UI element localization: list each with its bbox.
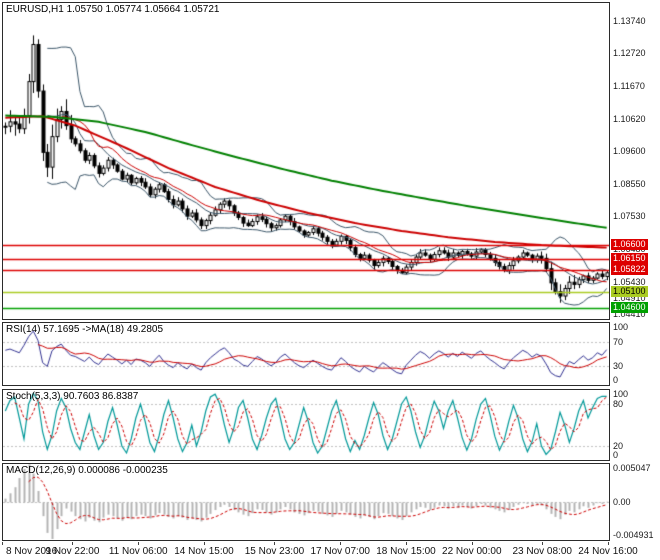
stochastic-canvas[interactable] bbox=[3, 390, 609, 460]
time-tick-mark bbox=[406, 542, 407, 545]
time-axis-label: 23 Nov 08:00 bbox=[512, 546, 572, 557]
macd-canvas[interactable] bbox=[3, 464, 609, 540]
time-axis[interactable]: 8 Nov 2016 9 Nov 22:00 11 Nov 06:00 14 Nov … bbox=[2, 542, 658, 559]
price-level-label: 1.06600 bbox=[611, 239, 648, 251]
time-tick-mark bbox=[542, 542, 543, 545]
rsi-axis-label: 0 bbox=[613, 375, 619, 385]
price-axis-label: 1.08550 bbox=[613, 178, 646, 189]
time-tick-mark bbox=[138, 542, 139, 545]
stoch-axis-label: 0 bbox=[613, 450, 619, 460]
time-axis-label: 22 Nov 00:00 bbox=[442, 546, 502, 557]
time-tick-mark bbox=[472, 542, 473, 545]
price-axis-label: 1.07530 bbox=[613, 210, 646, 221]
macd-axis-label: 0.00 bbox=[613, 497, 631, 508]
time-tick-mark bbox=[608, 542, 609, 545]
price-axis-label: 1.04410 bbox=[613, 308, 646, 319]
rsi-canvas[interactable] bbox=[3, 323, 609, 385]
stochastic-panel: Stoch(5,3,3) 90.7603 86.8387 bbox=[2, 389, 610, 461]
macd-panel: MACD(12,26,9) 0.000086 -0.000235 bbox=[2, 463, 610, 541]
rsi-axis[interactable]: 100 70 30 0 bbox=[611, 322, 660, 386]
time-axis-label: 15 Nov 23:00 bbox=[244, 546, 305, 557]
rsi-panel: RSI(14) 57.1695 ->MA(18) 49.2805 bbox=[2, 322, 610, 386]
macd-axis-label: 0.005047 bbox=[613, 463, 651, 473]
time-axis-label: 24 Nov 16:00 bbox=[578, 546, 638, 557]
time-tick-mark bbox=[274, 542, 275, 545]
rsi-axis-label: 30 bbox=[613, 361, 624, 372]
time-axis-label: 18 Nov 15:00 bbox=[376, 546, 436, 557]
time-axis-label: 11 Nov 06:00 bbox=[108, 546, 168, 557]
time-axis-label: 14 Nov 15:00 bbox=[174, 546, 234, 557]
time-tick-mark bbox=[204, 542, 205, 545]
price-level-label: 1.06150 bbox=[611, 253, 648, 265]
rsi-axis-label: 70 bbox=[613, 336, 624, 347]
price-axis-label: 1.11670 bbox=[613, 80, 645, 91]
macd-axis[interactable]: 0.005047 0.00 -0.004931 bbox=[611, 463, 660, 541]
rsi-axis-label: 100 bbox=[613, 322, 629, 332]
price-axis-label: 1.13740 bbox=[613, 15, 646, 26]
price-axis-label: 1.12720 bbox=[613, 47, 646, 58]
price-axis-label: 1.10620 bbox=[613, 113, 646, 124]
macd-axis-label: -0.004931 bbox=[613, 530, 654, 540]
price-level-label: 1.05822 bbox=[611, 263, 648, 275]
stoch-axis-label: 20 bbox=[613, 441, 624, 451]
price-level-label: 1.04600 bbox=[611, 301, 648, 313]
stoch-axis-label: 80 bbox=[613, 399, 624, 409]
price-level-label: 1.05100 bbox=[611, 286, 648, 298]
price-axis-label: 1.09600 bbox=[613, 145, 646, 156]
price-axis[interactable]: 1.13740 1.12720 1.11670 1.10620 1.09600 1.085… bbox=[611, 0, 660, 560]
price-axis-label: 1.04910 bbox=[613, 293, 646, 304]
price-chart-canvas[interactable] bbox=[3, 3, 609, 319]
stoch-axis-label: 100 bbox=[613, 389, 629, 399]
time-axis-label: 17 Nov 07:00 bbox=[310, 546, 370, 557]
time-tick-mark bbox=[2, 542, 3, 545]
time-axis-label: 9 Nov 22:00 bbox=[45, 546, 100, 557]
time-tick-mark bbox=[72, 542, 73, 545]
price-chart-panel: EURUSD,H1 1.05750 1.05774 1.05664 1.0572… bbox=[2, 2, 610, 320]
stoch-axis[interactable]: 100 80 20 0 bbox=[611, 389, 660, 461]
time-axis-label: 8 Nov 2016 bbox=[6, 546, 58, 557]
price-axis-label: 1.05430 bbox=[613, 276, 646, 287]
time-tick-mark bbox=[340, 542, 341, 545]
